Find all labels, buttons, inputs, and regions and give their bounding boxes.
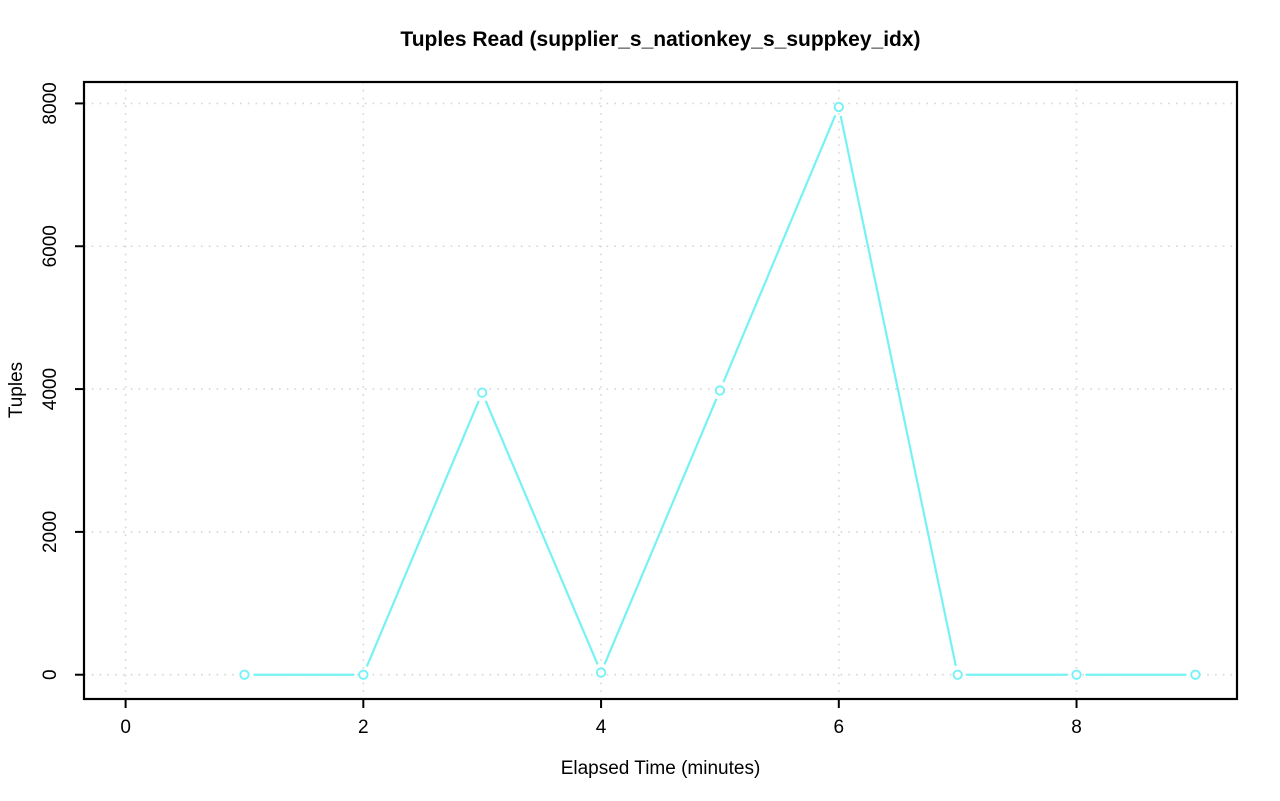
data-point-marker xyxy=(358,669,369,680)
x-tick-label: 0 xyxy=(120,717,131,738)
x-tick-label: 2 xyxy=(358,717,369,738)
x-axis-label: Elapsed Time (minutes) xyxy=(560,758,761,779)
series-line-segment xyxy=(839,115,957,667)
data-point-marker xyxy=(1071,669,1082,680)
chart-title: Tuples Read (supplier_s_nationkey_s_supp… xyxy=(400,28,921,51)
data-point-marker xyxy=(477,387,488,398)
data-point-marker xyxy=(833,101,844,113)
data-point-marker xyxy=(714,385,726,396)
data-point-marker xyxy=(1190,669,1201,680)
data-point-marker xyxy=(239,669,250,680)
x-tick-label: 6 xyxy=(834,717,845,738)
series-line-segment xyxy=(722,114,837,383)
x-tick-label: 8 xyxy=(1071,717,1082,738)
series-line-segment xyxy=(484,400,599,665)
y-tick-label: 6000 xyxy=(40,225,61,267)
y-tick-label: 8000 xyxy=(40,82,61,124)
y-tick-label: 2000 xyxy=(40,511,61,553)
data-point-marker xyxy=(595,667,607,678)
data-point-marker xyxy=(952,669,963,680)
plot-frame xyxy=(82,80,1239,701)
y-tick-label: 4000 xyxy=(40,368,61,410)
series-line-segment xyxy=(365,400,480,667)
series-line-segment xyxy=(603,398,718,665)
x-tick-label: 4 xyxy=(596,717,607,738)
y-tick-label: 0 xyxy=(40,669,61,680)
